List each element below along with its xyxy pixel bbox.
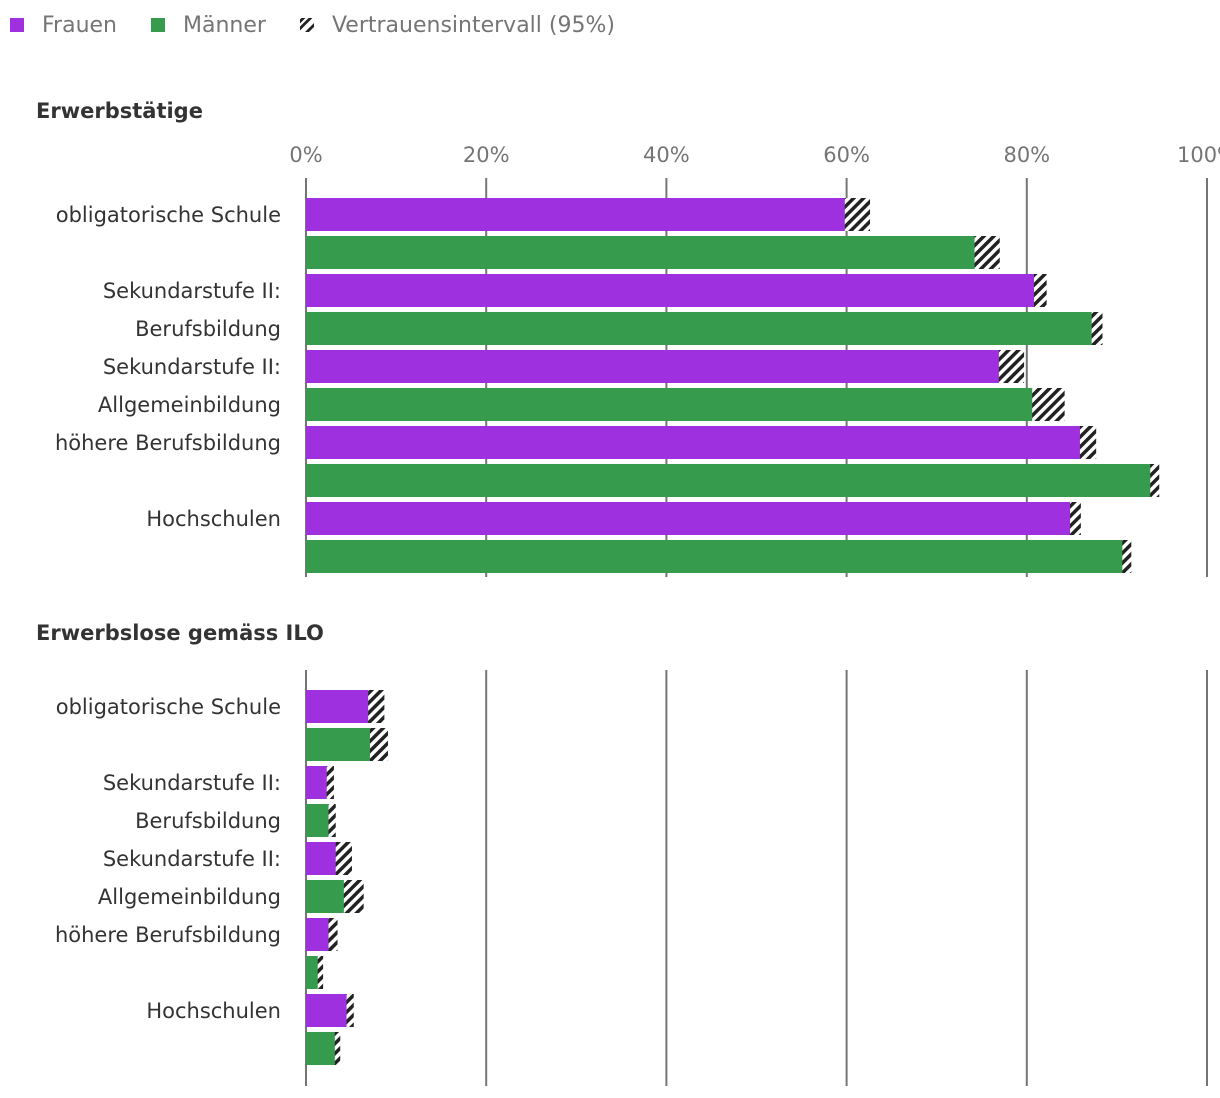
ci-women-1-2 <box>1034 274 1047 307</box>
legend-item-men[interactable]: Männer <box>151 13 266 38</box>
tick-label-80: 80% <box>1003 143 1050 167</box>
category-label-1-5-1: Hochschulen <box>146 507 281 531</box>
hatch-swatch-icon <box>299 18 314 32</box>
bar-women-2-5[interactable] <box>306 994 351 1027</box>
ci-men-1-5 <box>1122 540 1132 573</box>
bar-women-1-2[interactable] <box>306 274 1041 307</box>
category-label-2-4-1: höhere Berufsbildung <box>55 923 281 947</box>
category-label-1-2-1: Sekundarstufe II: <box>103 279 281 303</box>
bar-women-1-5[interactable] <box>306 502 1076 535</box>
ci-women-2-5 <box>346 994 354 1027</box>
bar-men-1-1[interactable] <box>306 236 988 269</box>
tick-label-0: 0% <box>289 143 322 167</box>
ci-women-1-5 <box>1070 502 1081 535</box>
ci-women-2-2 <box>326 766 334 799</box>
ci-men-2-5 <box>334 1032 341 1065</box>
bar-women-2-2[interactable] <box>306 766 331 799</box>
ci-women-1-4 <box>1079 426 1097 459</box>
category-label-2-5-1: Hochschulen <box>146 999 281 1023</box>
tick-label-100: 100% <box>1177 143 1220 167</box>
bar-men-2-2[interactable] <box>306 804 333 837</box>
category-label-2-3-1: Sekundarstufe II: <box>103 847 281 871</box>
women-swatch-icon <box>10 18 24 32</box>
tick-label-60: 60% <box>823 143 870 167</box>
bar-men-1-4[interactable] <box>306 464 1155 497</box>
tick-label-20: 20% <box>463 143 510 167</box>
bar-men-2-5[interactable] <box>306 1032 338 1065</box>
bar-men-1-3[interactable] <box>306 388 1049 421</box>
ci-men-2-3 <box>343 880 364 913</box>
bar-men-2-1[interactable] <box>306 728 379 761</box>
ci-men-2-4 <box>317 956 324 989</box>
bar-men-1-2[interactable] <box>306 312 1098 345</box>
legend-item-women[interactable]: Frauen <box>10 13 117 38</box>
legend: Frauen Männer Vertrauensintervall (95%) <box>10 10 649 40</box>
ci-women-1-3 <box>998 350 1025 383</box>
ci-women-2-3 <box>335 842 352 875</box>
bar-women-2-1[interactable] <box>306 690 377 723</box>
men-swatch-icon <box>151 18 166 32</box>
ci-men-2-2 <box>328 804 336 837</box>
panel-title-2: Erwerbslose gemäss ILO <box>36 621 324 645</box>
ci-women-2-1 <box>368 690 385 723</box>
bar-women-1-4[interactable] <box>306 426 1089 459</box>
category-label-2-2-1: Sekundarstufe II: <box>103 771 281 795</box>
ci-men-2-1 <box>369 728 388 761</box>
category-label-1-4-1: höhere Berufsbildung <box>55 431 281 455</box>
category-label-2-1-1: obligatorische Schule <box>56 695 281 719</box>
category-label-1-2-2: Berufsbildung <box>135 317 281 341</box>
ci-men-1-3 <box>1032 388 1065 421</box>
legend-label-women: Frauen <box>42 12 118 38</box>
ci-women-2-4 <box>328 918 338 951</box>
ci-men-1-4 <box>1150 464 1160 497</box>
legend-label-ci: Vertrauensintervall (95%) <box>331 12 615 38</box>
bar-men-1-5[interactable] <box>306 540 1127 573</box>
panel-title-1: Erwerbstätige <box>36 99 203 123</box>
ci-men-1-1 <box>974 236 1000 269</box>
legend-item-ci[interactable]: Vertrauensintervall (95%) <box>299 12 615 38</box>
category-label-1-3-2: Allgemeinbildung <box>98 393 281 417</box>
bar-men-2-4[interactable] <box>306 956 321 989</box>
legend-label-men: Männer <box>183 12 266 38</box>
category-label-2-2-2: Berufsbildung <box>135 809 281 833</box>
bar-women-1-1[interactable] <box>306 198 858 231</box>
ci-men-1-2 <box>1091 312 1103 345</box>
ci-women-1-1 <box>844 198 871 231</box>
tick-label-40: 40% <box>643 143 690 167</box>
category-label-2-3-2: Allgemeinbildung <box>98 885 281 909</box>
bar-women-1-3[interactable] <box>306 350 1012 383</box>
category-label-1-1-1: obligatorische Schule <box>56 203 281 227</box>
category-label-1-3-1: Sekundarstufe II: <box>103 355 281 379</box>
